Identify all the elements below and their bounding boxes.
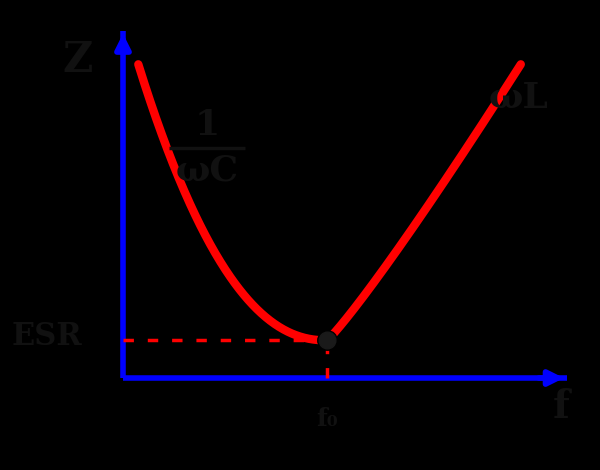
Text: f₀: f₀ xyxy=(316,407,338,431)
Text: Z: Z xyxy=(62,39,92,81)
Text: f: f xyxy=(553,388,570,426)
Text: ωL: ωL xyxy=(488,81,548,115)
Text: ωC: ωC xyxy=(176,154,239,188)
Text: 1: 1 xyxy=(194,108,220,142)
Text: ESR: ESR xyxy=(11,321,82,352)
